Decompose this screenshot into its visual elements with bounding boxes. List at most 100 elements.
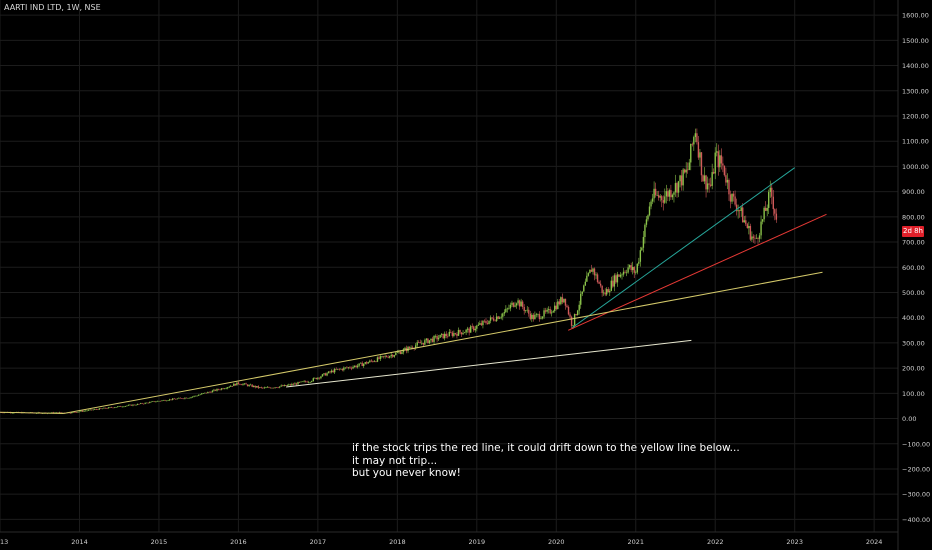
candle-body (752, 236, 755, 238)
candle-body (729, 194, 732, 202)
candle-body (237, 382, 240, 384)
candle-body (150, 401, 152, 403)
price-axis[interactable]: 1600.00 1500.00 1400.00 1300.00 1200.00 1100.… (897, 0, 930, 550)
candle-body (401, 352, 403, 354)
price-tick-label: −200.00 (902, 465, 930, 473)
candle-body (708, 183, 710, 185)
candle-body (350, 367, 353, 369)
candle-body (92, 409, 94, 411)
candle-body (560, 297, 562, 305)
candle-body (563, 298, 565, 303)
candle-body (757, 237, 759, 239)
candle-body (430, 338, 432, 341)
candle-body (602, 292, 605, 294)
candle-body (225, 388, 227, 389)
trend-line (286, 339, 692, 388)
candle-body (702, 175, 704, 182)
candle-body (347, 367, 350, 368)
candle-body (263, 387, 266, 389)
candle-body (723, 165, 726, 176)
candle-body (156, 400, 159, 402)
candle-body (746, 224, 749, 229)
candle-body (210, 391, 212, 393)
candle-body (622, 271, 625, 275)
candle-body (176, 398, 178, 400)
candle-body (636, 263, 638, 273)
candle-body (661, 196, 663, 201)
candle-body (462, 333, 464, 335)
candle-body (100, 408, 102, 409)
price-tick-label: 1000.00 (902, 163, 929, 171)
candle-body (60, 412, 62, 413)
trend-lines[interactable] (0, 167, 827, 414)
candle-body (205, 392, 208, 394)
candle-body (531, 314, 533, 319)
candle-body (772, 196, 774, 210)
candle-body (344, 367, 347, 369)
candle-body (202, 393, 204, 394)
candle-body (69, 413, 71, 414)
candle-body (335, 368, 337, 370)
candle-body (384, 356, 386, 357)
candle-body (129, 404, 131, 406)
candle-body (572, 325, 574, 326)
candle-body (755, 237, 758, 239)
candle-body (260, 387, 263, 388)
time-axis[interactable]: 2013 2014 2015 2016 2017 2018 2019 2020 2021 2022… (0, 531, 898, 546)
candle-body (492, 318, 495, 321)
candle-body (104, 407, 107, 409)
candle-body (697, 142, 700, 158)
candle-body (716, 151, 718, 153)
candle-body (358, 363, 360, 366)
candle-body (161, 400, 163, 402)
candle-body (149, 402, 151, 404)
candle-body (320, 376, 322, 379)
candle-body (567, 306, 570, 315)
candle-body (138, 403, 140, 405)
candle-body (390, 354, 392, 357)
candle-body (392, 354, 394, 357)
candle-body (573, 314, 576, 326)
candle-body (659, 196, 661, 198)
candle-body (465, 329, 467, 333)
candle-body (642, 236, 645, 248)
candle-body (549, 309, 551, 314)
candle-body (139, 403, 142, 404)
candle-body (369, 360, 371, 363)
candle-body (127, 405, 130, 406)
candle-body (690, 143, 692, 163)
candle-body (676, 183, 678, 193)
time-tick-label: 2014 (71, 538, 88, 546)
candle-body (508, 308, 510, 309)
candle-body (57, 412, 59, 414)
trend-line (571, 167, 795, 329)
candle-body (766, 207, 768, 211)
candle-body (315, 377, 318, 380)
candle-body (674, 183, 677, 193)
candle-body (671, 194, 674, 198)
candle-body (337, 368, 339, 370)
candle-body (118, 406, 120, 407)
candle-body (170, 399, 172, 400)
time-tick-label: 2018 (389, 538, 406, 546)
candle-body (561, 297, 564, 303)
candle-body (537, 314, 539, 315)
price-tick-label: 600.00 (902, 264, 925, 272)
candle-body (665, 191, 668, 197)
candle-body (179, 397, 182, 399)
candle-body (775, 213, 778, 220)
candle-body (714, 152, 716, 174)
candle-body (375, 361, 377, 362)
candle-body (566, 305, 568, 307)
candle-body (120, 406, 122, 407)
candle-body (440, 333, 443, 335)
candle-body (343, 367, 345, 371)
candle-body (521, 301, 524, 307)
candle-body (656, 195, 658, 196)
time-tick-label: 2013 (0, 538, 8, 546)
candle-body (379, 356, 382, 359)
candle-body (378, 357, 380, 359)
candle-body (495, 316, 498, 321)
